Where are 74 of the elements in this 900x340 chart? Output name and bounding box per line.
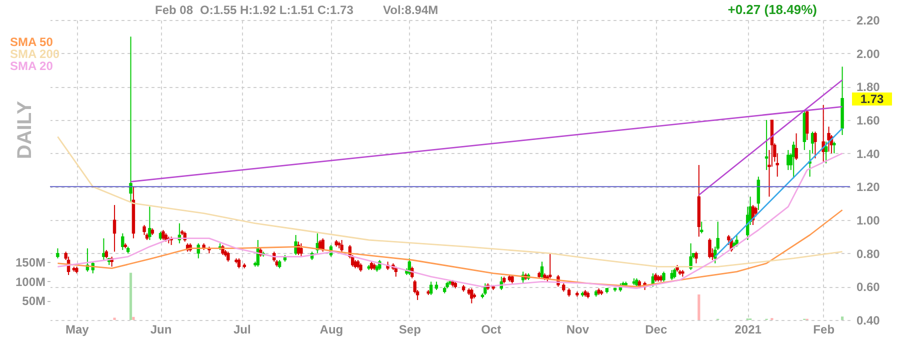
candlestick [700, 221, 704, 234]
candlestick [670, 270, 674, 280]
candlestick [470, 288, 474, 304]
x-tick-label: Aug [320, 322, 344, 336]
candlestick [806, 110, 809, 140]
text: +0.27 (18.49%) [728, 2, 817, 17]
line-series [57, 209, 843, 288]
bar [129, 272, 132, 320]
x-tick-label: Sep [398, 322, 421, 336]
candlestick [689, 242, 692, 270]
text: Feb 08 [155, 3, 194, 17]
text: SMA 20 [10, 59, 54, 73]
x-tick-label: Feb [813, 322, 835, 336]
y-tick-label: 1.00 [856, 214, 880, 228]
candlestick [672, 268, 676, 279]
candlestick [300, 242, 303, 258]
bar [132, 316, 135, 320]
text: Vol:8.94M [383, 3, 438, 17]
candlestick [162, 230, 165, 240]
text: DAILY [14, 100, 36, 160]
candlestick [129, 36, 132, 202]
x-tick-label: Jul [234, 322, 251, 336]
y-tick-label: 2.00 [856, 46, 880, 61]
bar [840, 316, 844, 320]
text: O:1.55 H:1.92 L:1.51 C:1.73 [200, 3, 354, 17]
y2-tick-label: 100M [15, 274, 46, 289]
candlestick [824, 141, 828, 164]
candlestick [102, 238, 106, 260]
candlestick [148, 206, 152, 240]
candlestick [394, 266, 398, 278]
x-tick-label: May [65, 322, 90, 336]
text: SMA 200 [10, 47, 60, 61]
x-tick-label: Nov [566, 322, 590, 336]
y-tick-label: 1.80 [856, 80, 880, 94]
candlestick [832, 141, 836, 154]
line-series [57, 152, 843, 290]
candlestick [548, 252, 552, 279]
y-tick-label: 1.40 [856, 146, 880, 161]
candlestick [121, 232, 124, 250]
candlestick [540, 261, 544, 279]
y2-tick-label: 150M [15, 255, 46, 270]
line-series [57, 136, 843, 268]
y-tick-label: 2.20 [856, 14, 880, 28]
candlestick [827, 126, 830, 152]
y-tick-label: 1.20 [856, 180, 880, 194]
candlestick [694, 251, 698, 264]
candlestick [429, 281, 433, 296]
candlestick [662, 271, 666, 282]
candlestick [735, 234, 738, 248]
y-tick-label: 0.60 [856, 280, 880, 294]
candlestick [226, 251, 230, 262]
y-tick-label: 1.60 [856, 114, 880, 128]
candlestick [814, 131, 817, 159]
x-tick-label: Oct [481, 322, 502, 336]
candlestick [794, 132, 798, 160]
text: SMA 50 [10, 35, 54, 49]
y-tick-label: 0.80 [856, 246, 880, 261]
candlestick [484, 282, 487, 296]
candlestick [340, 240, 344, 252]
candlestick [708, 238, 712, 259]
candlestick [237, 258, 241, 269]
candlestick [56, 248, 60, 259]
text: 1.73 [860, 92, 884, 106]
y-tick-label: 0.40 [856, 314, 880, 328]
x-tick-label: Jun [150, 322, 172, 336]
x-tick-label: Dec [645, 322, 668, 336]
bar [698, 294, 700, 320]
x-tick-label: 2021 [734, 322, 762, 336]
candlestick [112, 204, 116, 252]
candlestick [768, 150, 771, 198]
candlestick [756, 176, 760, 210]
y2-tick-label: 50M [22, 294, 46, 308]
candlestick [786, 150, 790, 170]
candlestick [321, 238, 324, 252]
